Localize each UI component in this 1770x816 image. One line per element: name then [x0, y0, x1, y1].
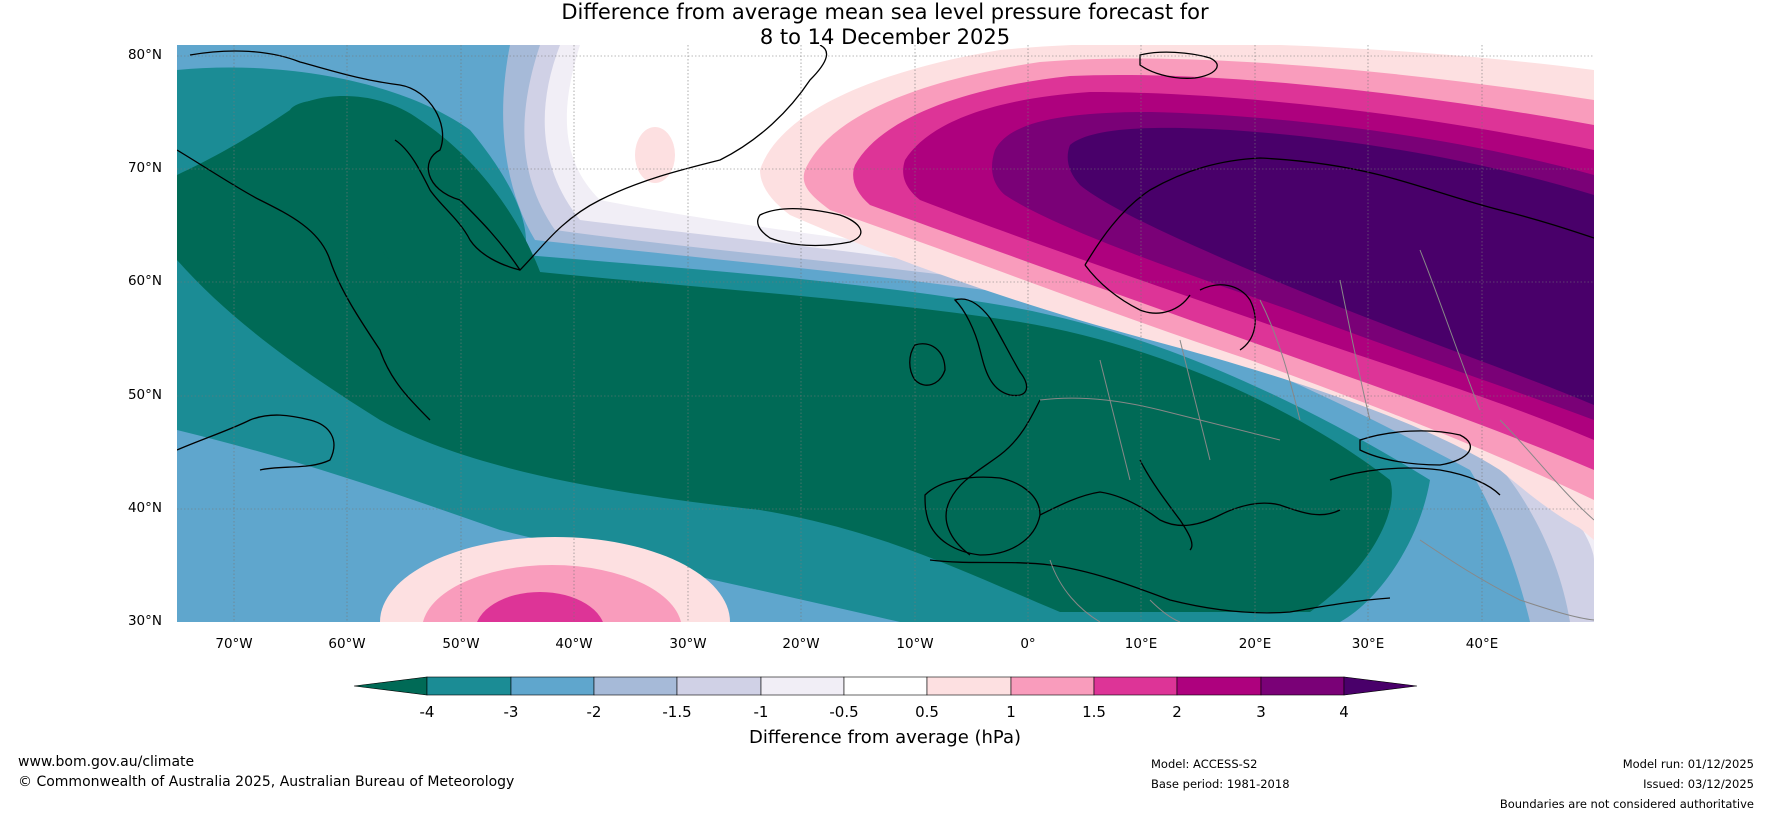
colorbar-swatch-m1-m0_5 — [760, 676, 845, 696]
footer-url[interactable]: www.bom.gov.au/climate — [18, 754, 195, 770]
north-africa-coast — [929, 559, 1391, 614]
colorbar-tick-p1_5: 1.5 — [1082, 703, 1106, 721]
lon-label-50W: 50°W — [442, 636, 480, 652]
labrador-coast — [177, 414, 335, 471]
colorbar-tick-m3: -3 — [503, 703, 519, 721]
lat-label-60N: 60°N — [127, 273, 162, 289]
colorbar-tick-p0_5: 0.5 — [915, 703, 939, 721]
footer-copyright: © Commonwealth of Australia 2025, Austra… — [18, 774, 515, 790]
contour-p1_5-sw — [477, 592, 603, 622]
lon-label-20W: 20°W — [782, 636, 820, 652]
contour-field — [177, 45, 1594, 622]
contour-p0_5-iceland-w — [635, 127, 675, 183]
colorbar-tick-m1_5: -1.5 — [662, 703, 692, 721]
lon-label-70W: 70°W — [215, 636, 253, 652]
colorbar-swatch-lt-m4 — [353, 676, 428, 696]
colorbar-tick-p2: 2 — [1172, 703, 1182, 721]
lon-label-0: 0° — [1020, 636, 1036, 652]
coastlines — [177, 45, 1594, 614]
colorbar-tick-m4: -4 — [419, 703, 435, 721]
lon-label-10W: 10°W — [896, 636, 934, 652]
graticule — [177, 45, 1594, 622]
lat-label-70N: 70°N — [127, 160, 162, 176]
colorbar-swatch-p3-4 — [1260, 676, 1345, 696]
colorbar — [353, 676, 1418, 696]
colorbar-tick-m0_5: -0.5 — [829, 703, 859, 721]
colorbar-swatch-m2-m1_5 — [593, 676, 678, 696]
lat-label-30N: 30°N — [127, 613, 162, 629]
greenland-coast — [189, 45, 828, 272]
colorbar-swatch-p2-3 — [1176, 676, 1262, 696]
footer-model: Model: ACCESS-S2 — [1151, 757, 1258, 771]
footer-disclaimer: Boundaries are not considered authoritat… — [1499, 797, 1754, 811]
baltic-sea — [1199, 284, 1256, 351]
colorbar-swatch-m4-m3 — [426, 676, 512, 696]
europe-west-coast — [945, 399, 1041, 556]
colorbar-label: Difference from average (hPa) — [748, 727, 1022, 748]
black-sea — [1359, 430, 1472, 466]
iceland — [757, 207, 862, 247]
lon-label-30E: 30°E — [1351, 636, 1385, 652]
footer-base-period: Base period: 1981-2018 — [1151, 777, 1290, 791]
colorbar-swatch-p1-1_5 — [1010, 676, 1095, 696]
title-line-1: Difference from average mean sea level p… — [561, 0, 1209, 24]
colorbar-tick-p3: 3 — [1256, 703, 1266, 721]
lat-label-50N: 50°N — [127, 387, 162, 403]
footer-issued: Issued: 03/12/2025 — [1643, 777, 1754, 791]
lat-label-40N: 40°N — [127, 500, 162, 516]
ireland — [909, 343, 946, 386]
colorbar-swatch-m3-m2 — [510, 676, 595, 696]
contour-p4 — [1067, 127, 1594, 406]
lon-label-30W: 30°W — [669, 636, 707, 652]
iberia — [924, 476, 1041, 556]
lon-label-10E: 10°E — [1124, 636, 1158, 652]
scandinavia — [1084, 157, 1594, 266]
map-title: Difference from average mean sea level p… — [0, 0, 1770, 50]
svalbard — [1139, 51, 1218, 79]
colorbar-swatch-m0_5-0_5 — [843, 676, 928, 696]
colorbar-tick-p1: 1 — [1006, 703, 1016, 721]
colorbar-tick-m2: -2 — [586, 703, 602, 721]
colorbar-tick-m1: -1 — [753, 703, 769, 721]
colorbar-swatch-p0_5-1 — [926, 676, 1012, 696]
lat-label-80N: 80°N — [127, 47, 162, 63]
colorbar-swatch-p1_5-2 — [1093, 676, 1178, 696]
footer-model-run: Model run: 01/12/2025 — [1622, 757, 1754, 771]
turkey — [1329, 467, 1501, 496]
italy — [1139, 459, 1193, 551]
lon-label-20E: 20°E — [1238, 636, 1272, 652]
country-borders — [1039, 249, 1594, 622]
lon-label-40W: 40°W — [555, 636, 593, 652]
greenland-sw-coast — [394, 139, 521, 271]
britain — [953, 298, 1028, 397]
colorbar-tick-p4: 4 — [1339, 703, 1349, 721]
baffin-coast — [177, 149, 431, 421]
lon-label-60W: 60°W — [328, 636, 366, 652]
contour-p1-east — [1520, 470, 1594, 540]
colorbar-swatch-m1_5-m1 — [676, 676, 762, 696]
colorbar-swatch-gt-4 — [1343, 676, 1418, 696]
lon-label-40E: 40°E — [1465, 636, 1499, 652]
mediterranean-north — [1039, 491, 1341, 527]
norway-south — [1084, 264, 1191, 314]
